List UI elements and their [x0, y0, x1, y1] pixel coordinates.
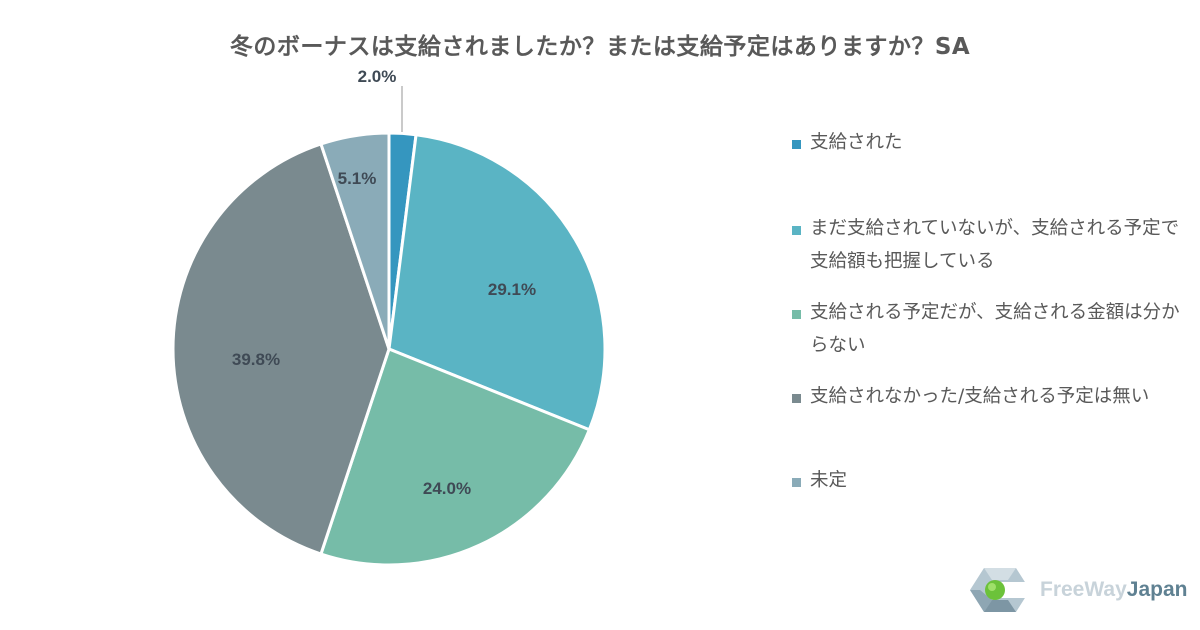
pie-slice-not-paid — [171, 142, 391, 556]
legend-swatch-icon — [792, 140, 801, 149]
pie-slice-undecided — [319, 131, 391, 351]
pie-slice-scheduled-known — [387, 133, 607, 432]
pie-labels: 2.0% 29.1% 24.0% 39.8% 5.1% — [232, 67, 536, 498]
data-label-paid: 2.0% — [358, 67, 397, 86]
legend-swatch-icon — [792, 310, 801, 319]
logo-text-freeway: FreeWay — [1040, 578, 1127, 601]
legend-item-scheduled-unknown: 支給される予定だが、支給される金額は分からない — [792, 302, 1180, 362]
data-label-scheduled-unknown: 24.0% — [423, 479, 471, 498]
legend-item-undecided: 未定 — [792, 470, 1180, 497]
legend-label: 支給された — [810, 132, 903, 153]
legend-swatch-icon — [792, 226, 801, 235]
legend-label: 支給される予定だが、支給される金額は分からない — [810, 302, 1180, 356]
legend-label: まだ支給されていないが、支給される予定で支給額も把握している — [810, 218, 1180, 272]
data-label-undecided: 5.1% — [338, 169, 377, 188]
legend-swatch-icon — [792, 394, 801, 403]
pie-slice-scheduled-unknown — [319, 347, 591, 567]
logo-text-japan: Japan — [1126, 578, 1188, 601]
legend-item-scheduled-known: まだ支給されていないが、支給される予定で支給額も把握している — [792, 218, 1180, 278]
legend-label: 未定 — [810, 470, 848, 491]
pie-slices — [171, 131, 607, 567]
logo-hexagon-icon — [970, 568, 1030, 612]
legend-item-not-paid: 支給されなかった/支給される予定は無い — [792, 386, 1180, 413]
freewayjapan-logo: FreeWayJapan — [970, 566, 1187, 614]
legend-item-paid: 支給された — [792, 132, 1180, 159]
data-label-not-paid: 39.8% — [232, 350, 280, 369]
legend-label: 支給されなかった/支給される予定は無い — [810, 386, 1150, 407]
chart-title: 冬のボーナスは支給されましたか？または支給予定はありますか？SA — [229, 34, 971, 60]
legend-swatch-icon — [792, 478, 801, 487]
data-label-scheduled-known: 29.1% — [488, 280, 536, 299]
